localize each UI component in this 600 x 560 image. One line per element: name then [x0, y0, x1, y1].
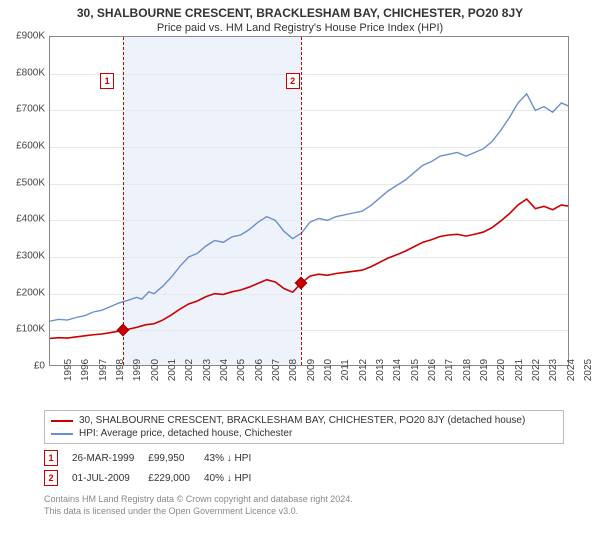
series-property: [50, 199, 569, 338]
title-main: 30, SHALBOURNE CRESCENT, BRACKLESHAM BAY…: [0, 6, 600, 20]
legend: 30, SHALBOURNE CRESCENT, BRACKLESHAM BAY…: [44, 410, 564, 444]
y-tick-label: £800K: [16, 67, 45, 78]
legend-item: 30, SHALBOURNE CRESCENT, BRACKLESHAM BAY…: [51, 414, 557, 427]
attribution: Contains HM Land Registry data © Crown c…: [44, 494, 564, 517]
pt-price: £229,000: [148, 468, 204, 488]
y-tick-label: £500K: [16, 177, 45, 188]
legend-swatch: [51, 433, 73, 435]
legend-label: 30, SHALBOURNE CRESCENT, BRACKLESHAM BAY…: [79, 415, 525, 426]
legend-item: HPI: Average price, detached house, Chic…: [51, 427, 557, 440]
legend-label: HPI: Average price, detached house, Chic…: [79, 428, 292, 439]
pt-date: 01-JUL-2009: [72, 468, 148, 488]
y-tick-label: £300K: [16, 251, 45, 262]
pt-price: £99,950: [148, 448, 204, 468]
y-tick-label: £0: [34, 361, 45, 372]
pt-index: 2: [44, 468, 72, 488]
pt-date: 26-MAR-1999: [72, 448, 148, 468]
sale-points-table: 126-MAR-1999£99,95043% ↓ HPI201-JUL-2009…: [44, 448, 564, 488]
marker-vline: [301, 37, 302, 365]
marker-vline: [123, 37, 124, 365]
callout-box: 1: [100, 73, 114, 89]
table-row: 201-JUL-2009£229,00040% ↓ HPI: [44, 468, 265, 488]
pt-index: 1: [44, 448, 72, 468]
pt-delta: 40% ↓ HPI: [204, 468, 265, 488]
title-block: 30, SHALBOURNE CRESCENT, BRACKLESHAM BAY…: [0, 0, 600, 36]
x-axis: 1995199619971998199920002001200220032004…: [49, 366, 569, 406]
y-tick-label: £400K: [16, 214, 45, 225]
y-axis: £0£100K£200K£300K£400K£500K£600K£700K£80…: [5, 36, 49, 366]
table-row: 126-MAR-1999£99,95043% ↓ HPI: [44, 448, 265, 468]
callout-box: 2: [286, 73, 300, 89]
attribution-line: Contains HM Land Registry data © Crown c…: [44, 494, 564, 506]
chart: £0 £100K £200K £300K £400K £500K £600K £700K £80…: [5, 36, 575, 406]
attribution-line: This data is licensed under the Open Gov…: [44, 506, 564, 518]
y-tick-label: £200K: [16, 287, 45, 298]
plot-area: 12: [49, 36, 569, 366]
y-tick-label: £900K: [16, 31, 45, 42]
series-hpi: [50, 94, 569, 321]
y-tick-label: £600K: [16, 141, 45, 152]
pt-delta: 43% ↓ HPI: [204, 448, 265, 468]
legend-swatch: [51, 420, 73, 422]
x-tick-label: 2025: [569, 359, 594, 381]
y-tick-label: £700K: [16, 104, 45, 115]
title-sub: Price paid vs. HM Land Registry's House …: [0, 20, 600, 34]
y-tick-label: £100K: [16, 324, 45, 335]
line-svg: [50, 37, 569, 366]
